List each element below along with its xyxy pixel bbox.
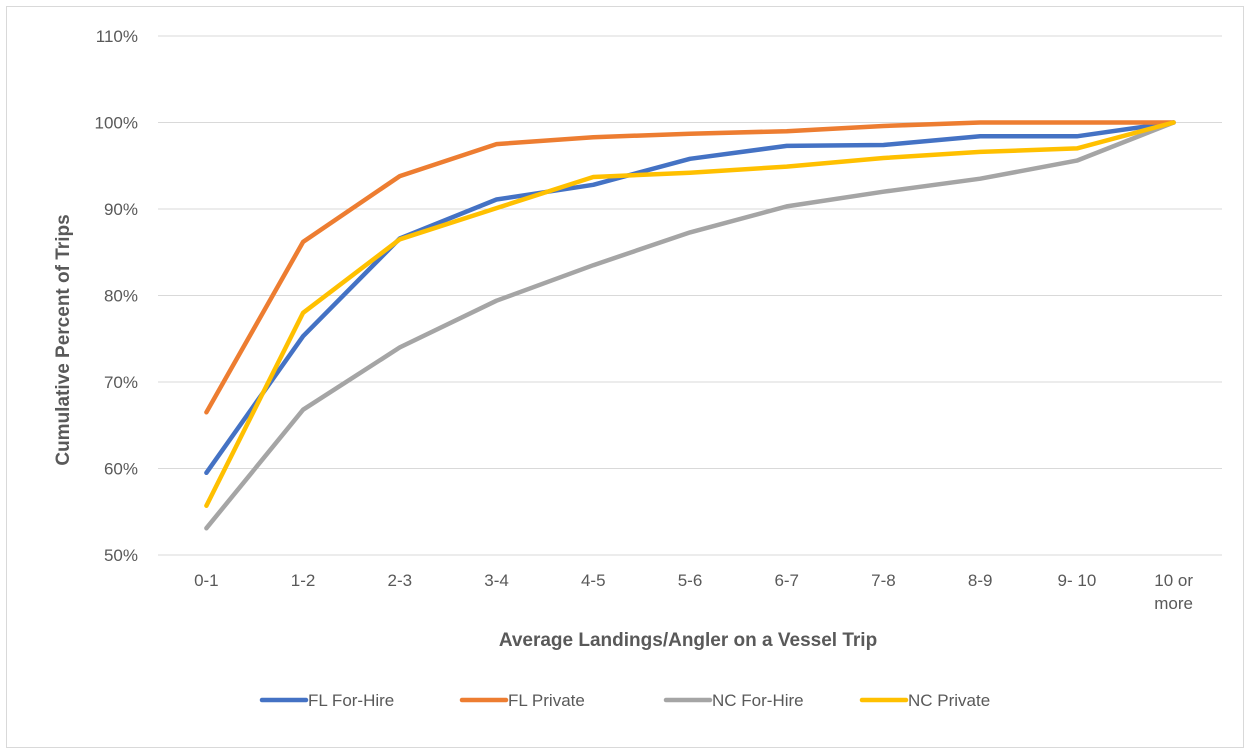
y-tick-label: 80% <box>104 287 138 306</box>
x-tick-label: 7-8 <box>871 571 896 590</box>
x-tick-label: 3-4 <box>484 571 509 590</box>
series-lines <box>204 120 1176 531</box>
x-tick-label: 6-7 <box>774 571 799 590</box>
x-tick-label: 0-1 <box>194 571 219 590</box>
x-axis-title: Average Landings/Angler on a Vessel Trip <box>499 630 877 651</box>
legend-label: FL Private <box>508 691 585 710</box>
y-tick-label: 50% <box>104 546 138 565</box>
legend-label: NC For-Hire <box>712 691 804 710</box>
series-line-fl-private <box>204 120 1176 415</box>
chart-area <box>6 6 1244 748</box>
legend-label: NC Private <box>908 691 990 710</box>
x-tick-label: 2-3 <box>388 571 413 590</box>
y-tick-label: 90% <box>104 200 138 219</box>
x-tick-label: 8-9 <box>968 571 993 590</box>
x-tick-label: 10 or more <box>1154 571 1193 613</box>
x-tick-label: 1-2 <box>291 571 316 590</box>
legend-label: FL For-Hire <box>308 691 394 710</box>
y-tick-label: 100% <box>95 114 138 133</box>
y-tick-label: 110% <box>96 27 138 46</box>
x-tick-label: 4-5 <box>581 571 606 590</box>
legend-item-fl-for-hire: FL For-Hire <box>259 691 394 710</box>
x-tick-label: 5-6 <box>678 571 703 590</box>
series-line-nc-for-hire <box>204 120 1176 531</box>
y-tick-label: 60% <box>104 460 138 479</box>
series-line-fl-for-hire <box>204 120 1176 476</box>
legend-item-nc-for-hire: NC For-Hire <box>663 691 804 710</box>
y-axis-tick-labels: 50% 60% 70% 80% 90% 100% 110% <box>95 27 138 565</box>
x-axis-tick-labels: 0-1 1-2 2-3 3-4 4-5 5-6 6-7 7-8 8-9 9- 10 10 or mor… <box>194 571 1193 613</box>
y-axis-title: Cumulative Percent of Trips <box>53 214 74 465</box>
legend: FL For-Hire FL Private NC For-Hire NC Priva… <box>259 691 990 710</box>
x-tick-label: 9- 10 <box>1058 571 1097 590</box>
legend-item-fl-private: FL Private <box>459 691 585 710</box>
series-line-nc-private <box>204 120 1176 508</box>
gridlines <box>158 35 1222 469</box>
y-tick-label: 70% <box>104 373 138 392</box>
legend-item-nc-private: NC Private <box>859 691 990 710</box>
